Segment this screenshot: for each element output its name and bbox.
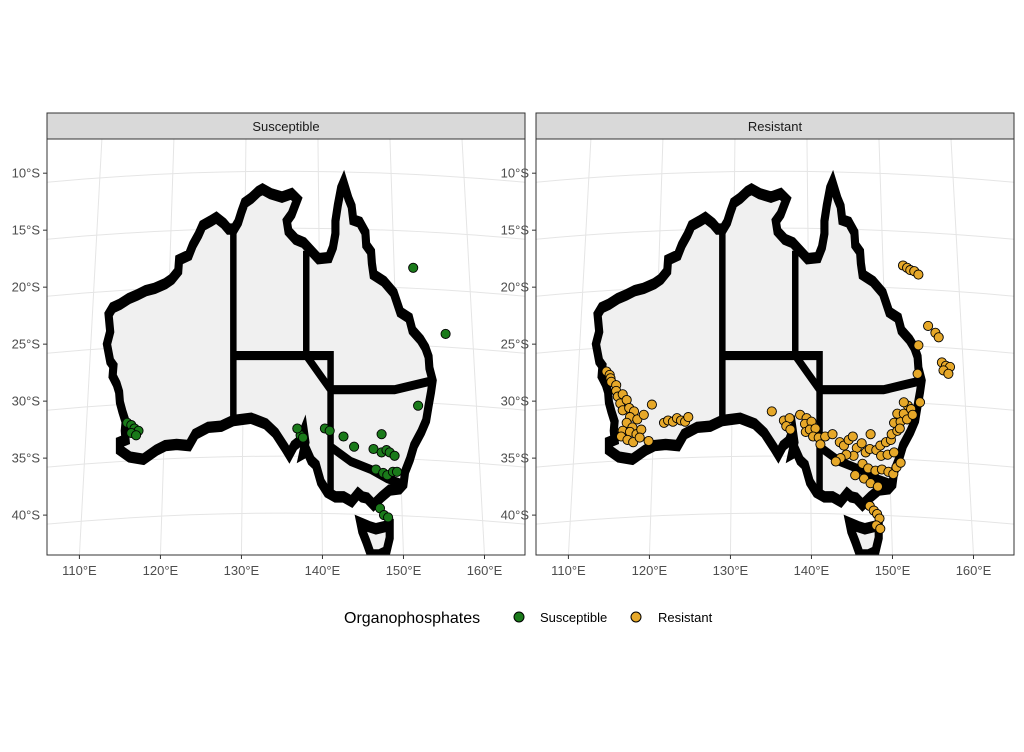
graticule-parallel: [536, 512, 1014, 525]
facet-strip: [46, 112, 526, 140]
graticule-meridian: [567, 139, 592, 555]
graticule-meridian: [950, 139, 974, 555]
x-tick-label: 130°E: [224, 563, 260, 578]
x-tick-label: 140°E: [794, 563, 830, 578]
data-point: [914, 397, 926, 408]
y-tick-label: 10°S: [12, 166, 41, 181]
data-point: [324, 425, 335, 436]
data-point: [383, 512, 394, 523]
data-point: [766, 406, 777, 417]
data-point: [898, 397, 909, 408]
data-point: [376, 429, 387, 440]
x-tick-label: 120°E: [143, 563, 179, 578]
y-tick-label: 15°S: [12, 223, 41, 238]
y-tick-label: 40°S: [12, 508, 41, 523]
data-point: [785, 424, 796, 435]
y-tick-label: 20°S: [12, 280, 41, 295]
facet-panel-susceptible: Susceptible 110°E 120°E 130°E 140°E 150°E 160°…: [12, 112, 526, 578]
y-tick-label: 40°S: [501, 508, 530, 523]
data-point: [638, 409, 649, 420]
x-tick-label: 160°E: [467, 563, 503, 578]
data-point: [391, 466, 403, 477]
data-point: [872, 481, 883, 492]
graticule-parallel: [47, 512, 525, 525]
y-tick-label: 20°S: [501, 280, 530, 295]
graticule-meridian: [461, 139, 485, 555]
data-point: [297, 432, 309, 443]
data-point: [827, 429, 838, 440]
data-point: [413, 400, 424, 411]
x-tick-label: 110°E: [551, 563, 586, 578]
data-point: [943, 368, 954, 379]
legend: Organophosphates Susceptible Resistant: [344, 610, 713, 627]
data-point: [830, 456, 841, 467]
data-points: [122, 262, 451, 523]
tasmania: [361, 523, 390, 555]
legend-key-susceptible: [513, 611, 525, 623]
data-point: [338, 431, 349, 442]
x-tick-label: 140°E: [305, 563, 341, 578]
x-tick-label: 110°E: [62, 563, 97, 578]
panel-border: [46, 138, 526, 556]
data-point: [815, 439, 826, 450]
data-point: [389, 450, 400, 461]
panel-border: [535, 138, 1015, 556]
y-tick-label: 25°S: [12, 337, 41, 352]
legend-label-resistant: Resistant: [658, 610, 713, 625]
data-point: [913, 269, 924, 280]
data-point: [913, 340, 924, 351]
y-tick-label: 15°S: [501, 223, 530, 238]
y-tick-label: 10°S: [501, 166, 530, 181]
facet-panels: Susceptible 110°E 120°E 130°E 140°E 150°E 160°…: [12, 112, 1015, 578]
y-tick-label: 35°S: [501, 451, 530, 466]
data-point: [875, 523, 886, 534]
x-tick-label: 150°E: [875, 563, 911, 578]
data-point: [895, 457, 906, 468]
data-point: [408, 262, 419, 273]
x-tick-label: 120°E: [632, 563, 668, 578]
data-point: [850, 470, 861, 481]
data-point: [440, 328, 451, 339]
y-tick-label: 25°S: [501, 337, 530, 352]
data-point: [683, 412, 694, 423]
data-point: [865, 429, 876, 440]
x-tick-label: 160°E: [956, 563, 992, 578]
legend-title: Organophosphates: [344, 610, 480, 627]
data-point: [292, 423, 303, 434]
legend-label-susceptible: Susceptible: [540, 610, 607, 625]
data-point: [646, 399, 657, 410]
data-point: [856, 438, 867, 449]
data-point: [907, 409, 918, 420]
x-tick-label: 130°E: [713, 563, 749, 578]
data-point: [933, 332, 944, 343]
facet-strip-label: Susceptible: [252, 119, 319, 134]
data-point: [349, 441, 360, 452]
data-point: [894, 423, 905, 434]
data-points: [601, 260, 956, 534]
data-point: [643, 435, 654, 447]
facet-strip-label: Resistant: [748, 119, 803, 134]
data-point: [923, 320, 934, 331]
data-point: [634, 432, 645, 443]
y-tick-label: 30°S: [501, 394, 530, 409]
data-point: [847, 431, 858, 442]
graticule-meridian: [78, 139, 103, 555]
facet-panel-resistant: Resistant 110°E 120°E 130°E 140°E 150°E 160°E 1…: [501, 112, 1015, 578]
data-point: [131, 430, 142, 441]
data-point: [912, 368, 923, 379]
legend-key-resistant: [630, 611, 642, 623]
data-point: [889, 447, 900, 458]
y-tick-label: 30°S: [12, 394, 41, 409]
x-tick-label: 150°E: [386, 563, 422, 578]
facet-strip: [535, 112, 1015, 140]
graticule-parallel: [47, 170, 525, 183]
graticule-parallel: [536, 170, 1014, 183]
y-tick-label: 35°S: [12, 451, 41, 466]
